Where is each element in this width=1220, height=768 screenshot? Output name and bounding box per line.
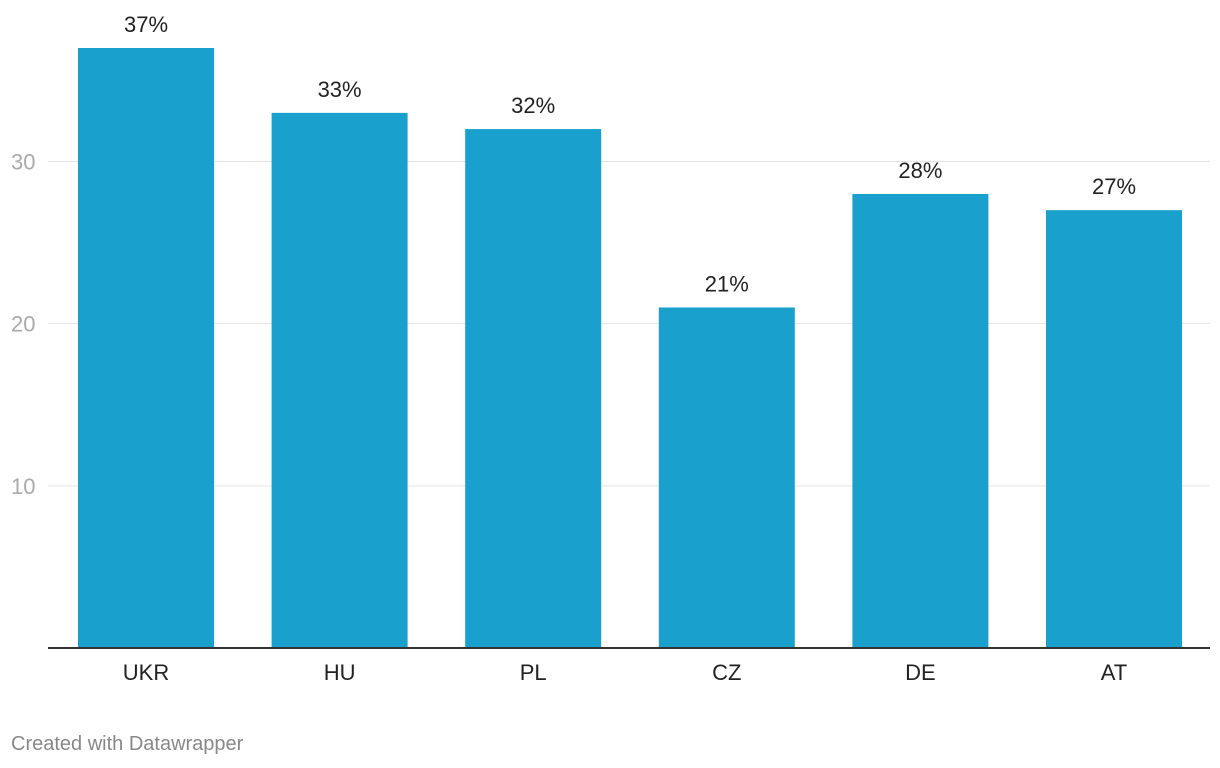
x-tick-label: PL <box>520 660 547 685</box>
bar-at <box>1046 210 1182 648</box>
data-label: 37% <box>124 12 168 37</box>
data-label: 32% <box>511 93 555 118</box>
grid-layer <box>48 161 1210 487</box>
bar-cz <box>658 307 795 648</box>
data-label: 27% <box>1092 174 1136 199</box>
data-label: 21% <box>705 271 749 296</box>
label-layer: 10 20 30 37% UKR 33% HU 32% PL 21% CZ 28% DE 27% AT <box>11 12 1136 685</box>
y-tick-label: 10 <box>11 474 35 499</box>
data-label: 28% <box>898 158 942 183</box>
x-tick-label: DE <box>905 660 936 685</box>
data-label: 33% <box>318 77 362 102</box>
bar-pl <box>465 129 602 649</box>
bar-layer <box>78 48 1182 649</box>
y-tick-label: 30 <box>11 150 35 175</box>
x-tick-label: HU <box>324 660 356 685</box>
bar-hu <box>271 112 408 648</box>
x-tick-label: AT <box>1101 660 1127 685</box>
footer-credit: Created with Datawrapper <box>11 733 244 755</box>
bar-de <box>852 193 989 648</box>
y-tick-label: 20 <box>11 312 35 337</box>
bar-ukr <box>78 48 214 648</box>
x-tick-label: UKR <box>123 660 169 685</box>
x-tick-label: CZ <box>712 660 741 685</box>
